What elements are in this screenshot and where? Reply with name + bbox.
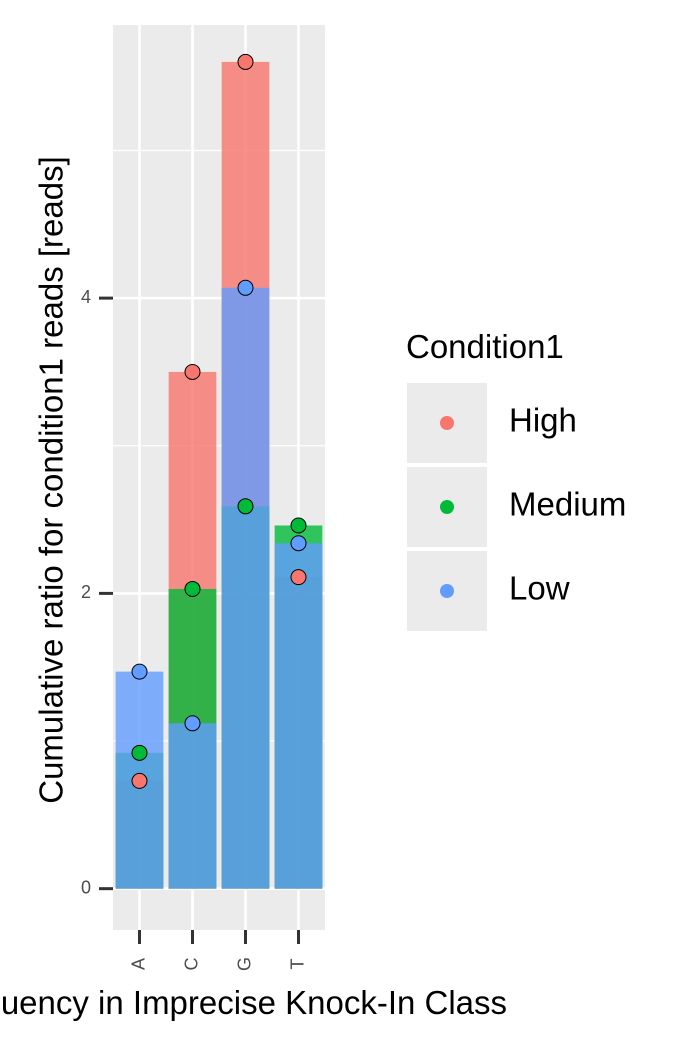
legend-label-high: High <box>509 402 577 439</box>
point-low-c <box>184 715 201 732</box>
point-high-c <box>184 363 201 380</box>
legend-title: Condition1 <box>406 328 564 365</box>
point-medium-g <box>237 498 254 515</box>
point-high-t <box>290 569 307 586</box>
legend: Condition1 High Medium Low <box>406 328 626 631</box>
y-tick-label: 0 <box>81 877 91 897</box>
bar-low-t <box>274 543 323 889</box>
x-tick-label: C <box>181 958 201 971</box>
point-medium-t <box>290 517 307 534</box>
x-tick-label: G <box>234 957 254 971</box>
point-low-t <box>290 535 307 552</box>
legend-label-medium: Medium <box>509 486 626 523</box>
points <box>131 53 307 789</box>
point-medium-c <box>184 580 201 597</box>
legend-label-low: Low <box>509 570 570 607</box>
point-low-g <box>237 279 254 296</box>
y-tick-label: 2 <box>81 582 91 602</box>
x-axis-title: Frequency in Imprecise Knock-In Class <box>0 984 507 1021</box>
point-medium-a <box>131 744 148 761</box>
bar-low-g <box>221 287 270 889</box>
x-tick-label: A <box>128 958 148 970</box>
bar-low-c <box>168 723 217 889</box>
point-low-a <box>131 663 148 680</box>
y-axis-title: Cumulative ratio for condition1 reads [r… <box>33 156 70 804</box>
point-high-a <box>131 772 148 789</box>
legend-dot-low <box>440 584 454 598</box>
y-tick-label: 4 <box>81 287 91 307</box>
point-high-g <box>237 53 254 70</box>
legend-dot-high <box>440 416 454 430</box>
x-tick-label: T <box>287 959 307 970</box>
bars <box>115 61 323 889</box>
legend-dot-medium <box>440 500 454 514</box>
y-axis: 0 2 4 <box>81 287 113 897</box>
